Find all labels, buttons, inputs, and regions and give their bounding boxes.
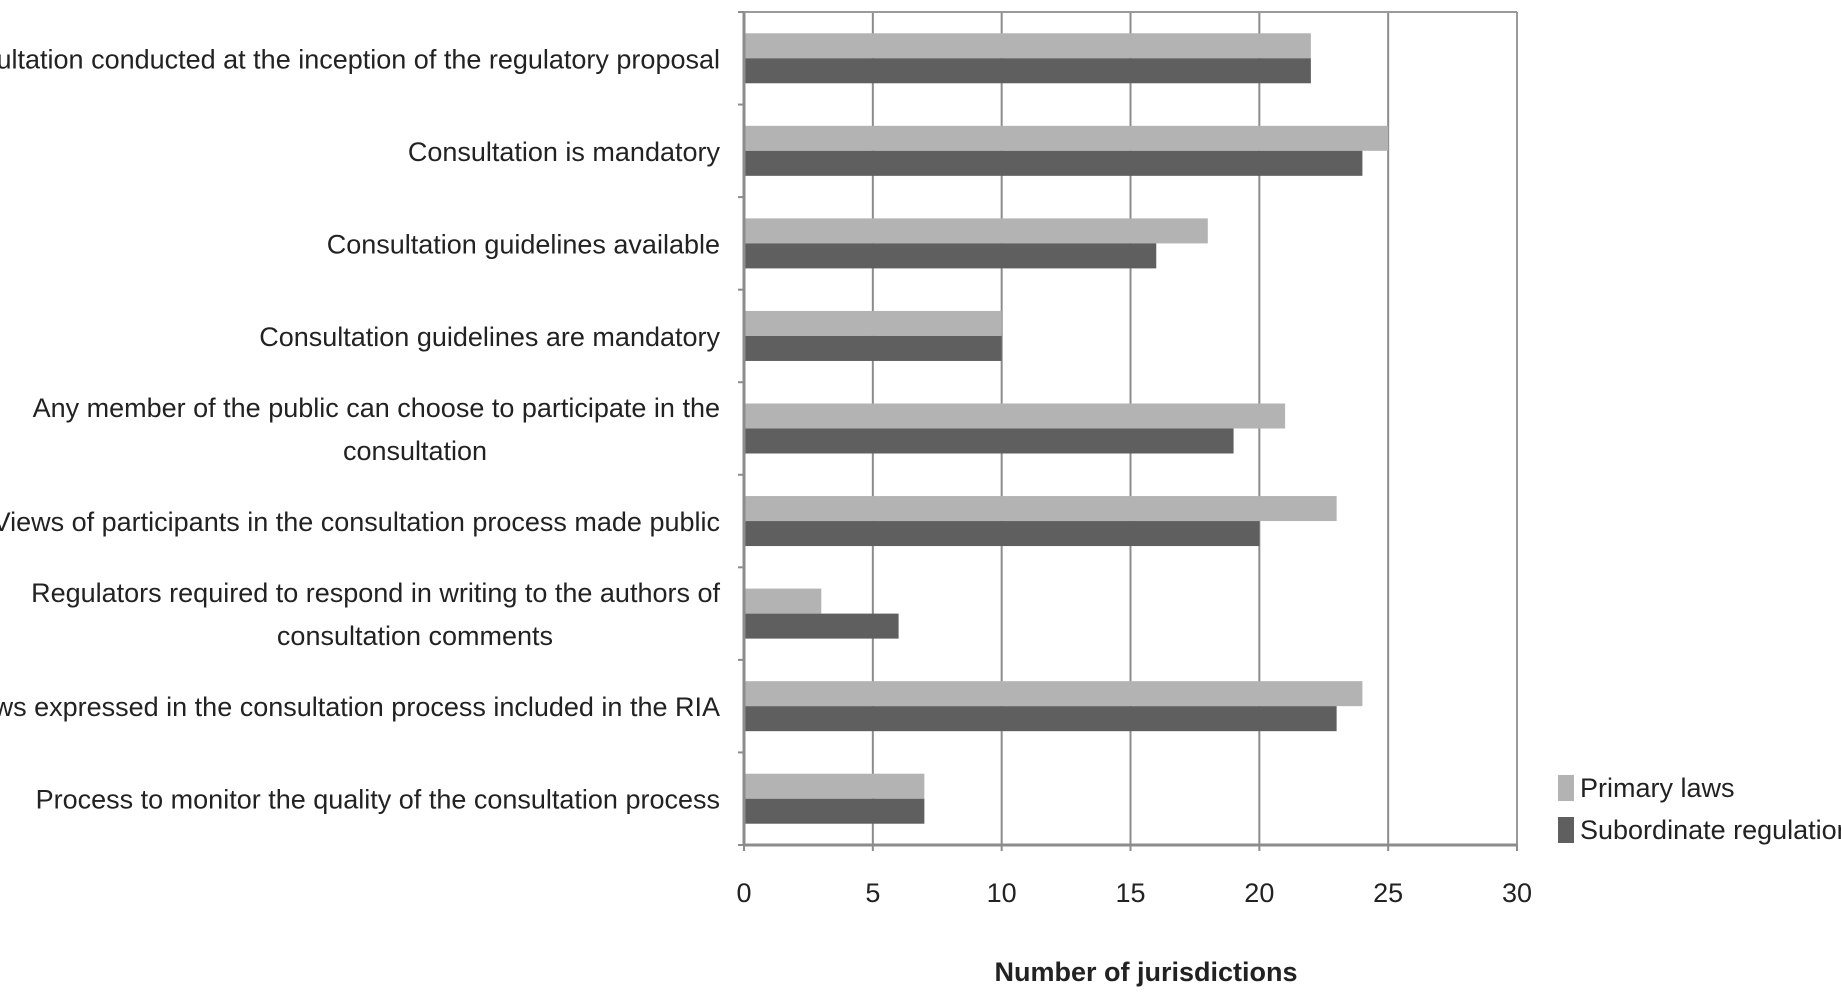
category-label: consultation <box>343 436 487 466</box>
category-label: Consultation guidelines available <box>327 229 720 259</box>
bar-primary-laws <box>745 310 1002 336</box>
bar-subordinate-regulations <box>745 58 1311 84</box>
category-label: consultation comments <box>277 621 553 651</box>
bar-primary-laws <box>745 681 1363 707</box>
category-label: Views of participants in the consultatio… <box>0 507 720 537</box>
x-axis-title: Number of jurisdictions <box>994 957 1297 987</box>
bar-subordinate-regulations <box>745 428 1234 454</box>
bar-primary-laws <box>745 125 1389 151</box>
bar-primary-laws <box>745 33 1311 59</box>
category-label: Views expressed in the consultation proc… <box>0 692 720 722</box>
bar-subordinate-regulations <box>745 613 899 639</box>
bar-primary-laws <box>745 403 1286 429</box>
axes <box>738 11 1518 851</box>
category-label: Consultation is mandatory <box>408 137 721 167</box>
x-tick-labels: 0 5 10 15 20 25 30 <box>736 878 1532 908</box>
x-tick-label: 15 <box>1115 878 1145 908</box>
bar-subordinate-regulations <box>745 798 925 824</box>
category-label: Consultation conducted at the inception … <box>0 44 720 74</box>
bar-subordinate-regulations <box>745 521 1260 547</box>
x-tick-label: 20 <box>1244 878 1274 908</box>
bar-subordinate-regulations <box>745 706 1337 732</box>
x-tick-label: 25 <box>1373 878 1403 908</box>
x-tick-label: 5 <box>865 878 880 908</box>
legend: Primary laws Subordinate regulations <box>1558 773 1841 845</box>
bar-subordinate-regulations <box>745 243 1157 269</box>
legend-label: Primary laws <box>1580 773 1735 803</box>
bar-primary-laws <box>745 773 925 799</box>
bar-primary-laws <box>745 218 1208 244</box>
bars <box>745 33 1389 824</box>
category-label: Consultation guidelines are mandatory <box>259 322 720 352</box>
x-tick-label: 30 <box>1502 878 1532 908</box>
bar-primary-laws <box>745 496 1337 522</box>
category-label: Process to monitor the quality of the co… <box>36 785 720 815</box>
legend-swatch <box>1558 817 1574 843</box>
legend-swatch <box>1558 775 1574 801</box>
bar-subordinate-regulations <box>745 150 1363 176</box>
x-tick-label: 10 <box>987 878 1017 908</box>
bar-subordinate-regulations <box>745 335 1002 361</box>
x-tick-label: 0 <box>736 878 751 908</box>
category-label: Regulators required to respond in writin… <box>31 578 720 608</box>
legend-label: Subordinate regulations <box>1580 815 1841 845</box>
bar-primary-laws <box>745 588 822 614</box>
category-labels: Consultation conducted at the inception … <box>0 44 720 814</box>
category-label: Any member of the public can choose to p… <box>33 393 720 423</box>
